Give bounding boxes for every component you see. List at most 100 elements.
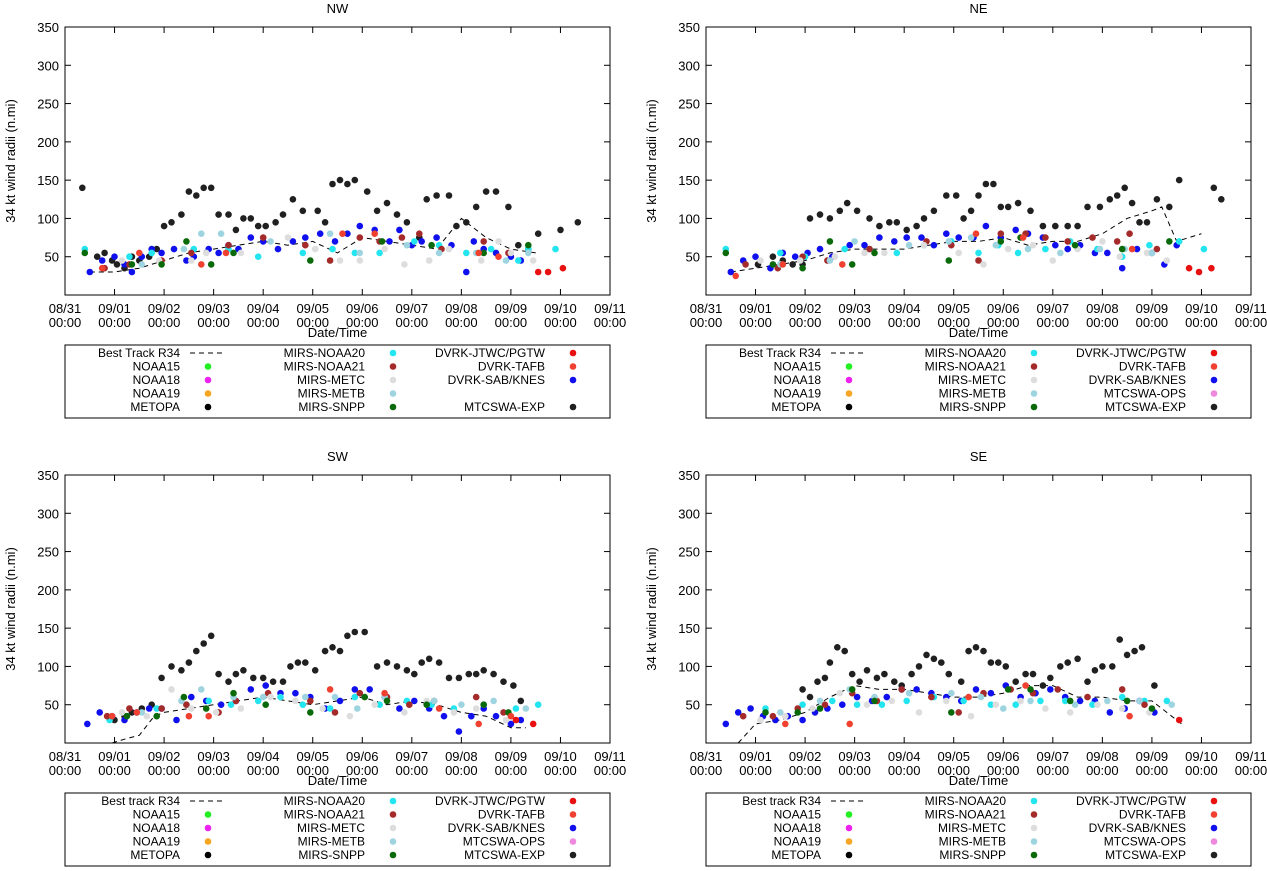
y-tick-label: 250 (678, 97, 700, 112)
legend-marker (389, 824, 397, 832)
legend-marker (389, 363, 397, 370)
point-mtcswa-exp (232, 670, 240, 678)
legend-label-dvrk-tafb: DVRK-TAFB (1119, 360, 1186, 374)
point-mirs-metc (992, 701, 1000, 708)
legend-box (705, 792, 1252, 867)
point-mirs-noaa21 (225, 241, 232, 249)
point-mirs-snpp (1004, 686, 1012, 693)
point-mirs-noaa21 (975, 257, 982, 264)
point-mtcswa-exp (848, 670, 856, 678)
point-dvrk-sab-knes (861, 241, 868, 249)
legend-marker (389, 851, 397, 859)
point-mirs-snpp (1148, 705, 1156, 712)
x-tick-label-time: 00:00 (247, 315, 280, 330)
panel-sw: SW5010015020025030035008/3100:0009/0100:… (3, 449, 626, 867)
point-mtcswa-exp (967, 207, 975, 215)
point-mirs-metb (777, 709, 784, 716)
x-tick-label-date: 09/08 (445, 749, 478, 764)
point-dvrk-sab-knes (331, 238, 339, 245)
point-mirs-metb (967, 234, 975, 241)
legend-label-mirs-metb: MIRS-METB (939, 387, 1006, 401)
point-mtcswa-exp (806, 693, 814, 701)
point-mirs-metb (1104, 697, 1111, 705)
point-mtcswa-exp (943, 192, 950, 199)
point-mtcswa-exp (423, 196, 431, 203)
point-mirs-noaa21 (1042, 234, 1049, 241)
plot-frame (705, 26, 1252, 296)
point-mtcswa-exp (373, 207, 381, 215)
legend-label-mtcswa-exp: MTCSWA-EXP (464, 848, 545, 862)
point-mirs-snpp (361, 693, 369, 701)
x-tick-label-date: 09/09 (1136, 749, 1169, 764)
point-mirs-metc (356, 257, 364, 264)
point-mirs-noaa20 (987, 701, 995, 708)
point-mirs-metc (188, 257, 195, 264)
point-mtcswa-exp (510, 682, 517, 689)
point-mirs-noaa20 (799, 701, 806, 708)
y-tick-label: 300 (678, 506, 700, 521)
y-tick-label: 200 (37, 583, 59, 598)
point-mirs-metb (1027, 697, 1034, 705)
point-dvrk-sab-knes (468, 712, 475, 720)
x-tick-label-date: 09/05 (296, 749, 329, 764)
point-mirs-noaa20 (254, 697, 262, 705)
x-tick-label-date: 09/06 (346, 301, 379, 316)
y-tick-label: 350 (678, 20, 700, 35)
point-mtcswa-exp (153, 245, 160, 253)
point-mtcswa-exp (215, 670, 222, 678)
point-mirs-metc (502, 716, 510, 724)
point-dvrk-tafb (1128, 245, 1136, 253)
best-track-line (89, 217, 536, 273)
point-mirs-metb (331, 693, 339, 701)
point-mirs-noaa21 (416, 230, 423, 237)
point-mirs-metc (967, 712, 975, 720)
x-tick-label-date: 09/01 (98, 749, 131, 764)
point-mirs-noaa21 (1118, 686, 1126, 693)
point-mirs-noaa20 (227, 701, 235, 708)
point-mirs-snpp (525, 241, 532, 249)
legend-marker (1030, 824, 1038, 832)
plot-frame (705, 474, 1252, 744)
point-mtcswa-exp (1151, 682, 1158, 689)
point-mirs-noaa21 (1084, 693, 1091, 701)
x-tick-label-date: 08/31 (49, 749, 82, 764)
point-dvrk-sab-knes (170, 245, 178, 253)
point-mirs-noaa20 (1014, 249, 1022, 257)
point-mirs-metb (354, 705, 361, 712)
point-mtcswa-exp (980, 647, 987, 655)
legend-label-mirs-metc: MIRS-METC (938, 821, 1006, 835)
point-dvrk-sab-knes (396, 705, 403, 712)
x-tick-label-date: 09/04 (247, 749, 280, 764)
point-mtcswa-exp (480, 667, 488, 674)
point-mtcswa-exp (168, 663, 175, 670)
point-mirs-metc (782, 712, 789, 720)
point-mtcswa-exp (393, 663, 401, 670)
legend-label-mirs-metc: MIRS-METC (297, 373, 365, 387)
legend-label-mirs-noaa21: MIRS-NOAA21 (925, 360, 1007, 374)
point-mirs-metb (1148, 249, 1156, 257)
x-tick-label-time: 00:00 (739, 763, 772, 778)
point-mirs-snpp (207, 261, 215, 268)
point-mtcswa-exp (262, 222, 270, 230)
point-mtcswa-exp (1039, 222, 1047, 230)
point-mirs-metc (1066, 709, 1074, 716)
legend-label-metopa: METOPA (130, 848, 180, 862)
x-tick-label-time: 00:00 (1136, 763, 1169, 778)
point-dvrk-tafb (381, 689, 388, 697)
legend-marker (389, 403, 397, 411)
point-mirs-noaa21 (398, 234, 406, 241)
point-mtcswa-exp (1047, 674, 1054, 682)
legend-label-mirs-snpp: MIRS-SNPP (298, 400, 365, 414)
point-mtcswa-exp (1109, 663, 1116, 670)
point-mtcswa-exp (311, 667, 319, 674)
best-track-line (730, 206, 1202, 273)
point-dvrk-sab-knes (734, 709, 742, 716)
legend-marker (569, 363, 577, 370)
point-mirs-metb (851, 238, 858, 245)
point-dvrk-sab-knes (316, 230, 324, 237)
point-mirs-metc (1004, 245, 1012, 253)
x-tick-label-date: 09/11 (594, 301, 626, 316)
point-mirs-metb (138, 261, 146, 268)
point-mirs-metc (1116, 253, 1123, 260)
point-dvrk-sab-knes (987, 689, 995, 697)
